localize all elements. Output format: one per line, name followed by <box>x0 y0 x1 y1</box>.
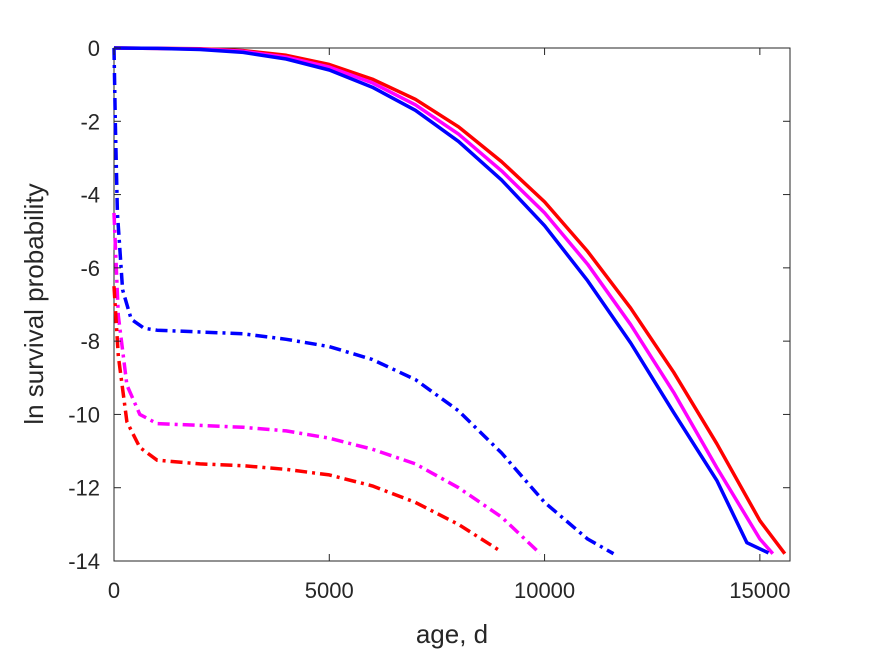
y-tick-label: -6 <box>80 256 100 281</box>
y-tick-label: -14 <box>68 549 100 574</box>
tick-layer: 0 5000 10000 15000 0 -2 -4 -6 -8 -10 -12 -14 <box>68 36 790 603</box>
x-axis-label: age, d <box>416 619 488 649</box>
series-line-6 <box>112 286 503 554</box>
x-tick-label: 5000 <box>305 578 354 603</box>
y-tick-label: -8 <box>80 329 100 354</box>
series-line-5 <box>112 212 542 555</box>
series-line-4 <box>112 47 615 556</box>
y-tick-label: -4 <box>80 183 100 208</box>
x-tick-label: 15000 <box>729 578 790 603</box>
y-tick-label: -2 <box>80 109 100 134</box>
y-tick-label: 0 <box>88 36 100 61</box>
y-axis-label: ln survival probability <box>19 183 49 424</box>
x-tick-label: 10000 <box>514 578 575 603</box>
x-tick-label: 0 <box>108 578 120 603</box>
y-tick-label: -10 <box>68 402 100 427</box>
y-tick-label: -12 <box>68 476 100 501</box>
series-line-3 <box>113 46 770 555</box>
series-layer <box>112 46 787 556</box>
plot-frame <box>113 47 791 562</box>
